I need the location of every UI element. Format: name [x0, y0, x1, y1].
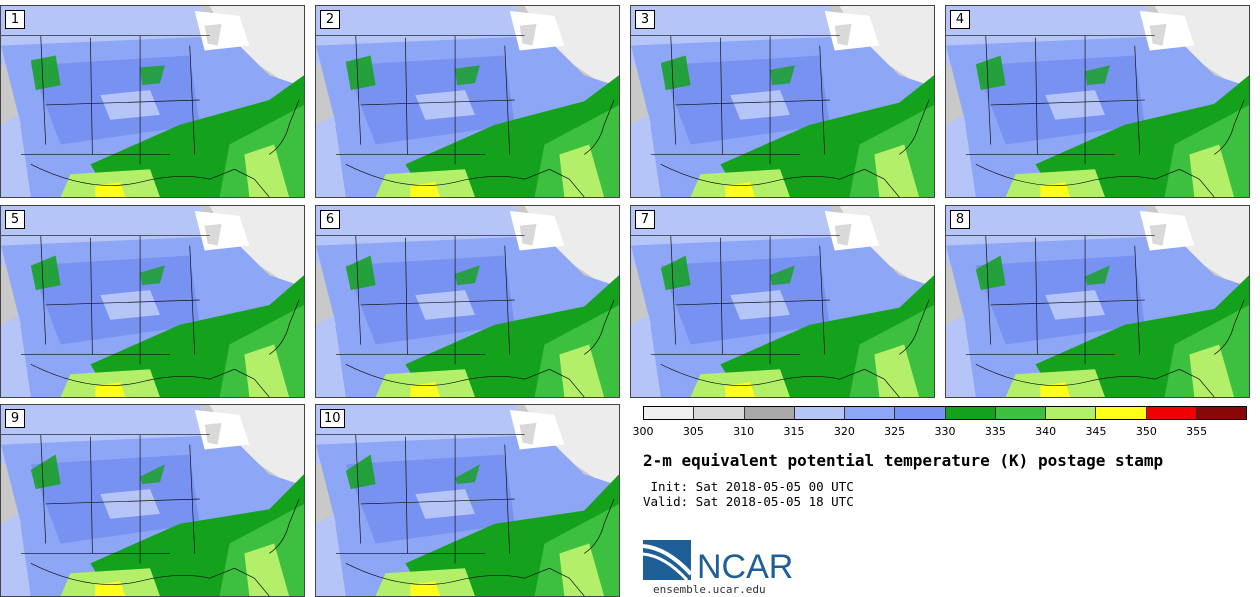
colorbar-tick-label: 345	[1085, 425, 1107, 438]
init-time: Init: Sat 2018-05-05 00 UTC	[643, 479, 854, 494]
colorbar-tick-label: 325	[884, 425, 906, 438]
map-image	[946, 206, 1249, 397]
colorbar-swatch	[1096, 407, 1147, 419]
map-image	[1, 206, 304, 397]
map-image	[631, 206, 934, 397]
colorbar-swatch	[794, 407, 845, 419]
map-panel-5: 5	[0, 205, 305, 398]
map-image	[316, 405, 619, 596]
colorbar-swatch	[644, 407, 695, 419]
map-panel-9: 9	[0, 404, 305, 597]
map-panel-6: 6	[315, 205, 620, 398]
colorbar	[643, 406, 1247, 420]
panel-number: 2	[320, 10, 340, 29]
colorbar-tick-label: 315	[783, 425, 805, 438]
figure-title: 2-m equivalent potential temperature (K)…	[643, 451, 1164, 470]
colorbar-swatch	[845, 407, 896, 419]
panel-number: 9	[5, 409, 25, 428]
colorbar-swatch	[1196, 407, 1246, 419]
panel-number: 3	[635, 10, 655, 29]
panel-number: 8	[950, 210, 970, 229]
map-image	[1, 405, 304, 596]
colorbar-tick-label: 320	[833, 425, 855, 438]
panel-number: 1	[5, 10, 25, 29]
map-image	[631, 6, 934, 197]
map-panel-3: 3	[630, 5, 935, 198]
panel-number: 7	[635, 210, 655, 229]
map-image	[316, 206, 619, 397]
ncar-url: ensemble.ucar.edu	[653, 583, 766, 596]
colorbar-swatch	[1146, 407, 1197, 419]
map-image	[946, 6, 1249, 197]
map-panel-2: 2	[315, 5, 620, 198]
colorbar-tick-label: 305	[682, 425, 704, 438]
panel-number: 5	[5, 210, 25, 229]
panel-number: 10	[320, 409, 345, 428]
map-image	[316, 6, 619, 197]
ncar-logo: NCAR	[643, 540, 793, 585]
colorbar-swatch	[945, 407, 996, 419]
map-panel-4: 4	[945, 5, 1250, 198]
colorbar-tick-label: 340	[1035, 425, 1057, 438]
colorbar-swatch	[744, 407, 795, 419]
colorbar-tick-label: 300	[632, 425, 654, 438]
colorbar-tick-label: 310	[733, 425, 755, 438]
map-panel-1: 1	[0, 5, 305, 198]
colorbar-tick-label: 335	[984, 425, 1006, 438]
colorbar-tick-label: 330	[934, 425, 956, 438]
valid-time: Valid: Sat 2018-05-05 18 UTC	[643, 494, 854, 509]
colorbar-swatch	[694, 407, 745, 419]
colorbar-swatch	[895, 407, 946, 419]
colorbar-tick-label: 350	[1135, 425, 1157, 438]
colorbar-swatch	[995, 407, 1046, 419]
colorbar-tick-label: 355	[1186, 425, 1208, 438]
map-panel-8: 8	[945, 205, 1250, 398]
map-panel-10: 10	[315, 404, 620, 597]
map-panel-7: 7	[630, 205, 935, 398]
map-image	[1, 6, 304, 197]
colorbar-swatch	[1046, 407, 1097, 419]
panel-number: 4	[950, 10, 970, 29]
panel-number: 6	[320, 210, 340, 229]
ncar-logo-text: NCAR	[697, 548, 793, 585]
